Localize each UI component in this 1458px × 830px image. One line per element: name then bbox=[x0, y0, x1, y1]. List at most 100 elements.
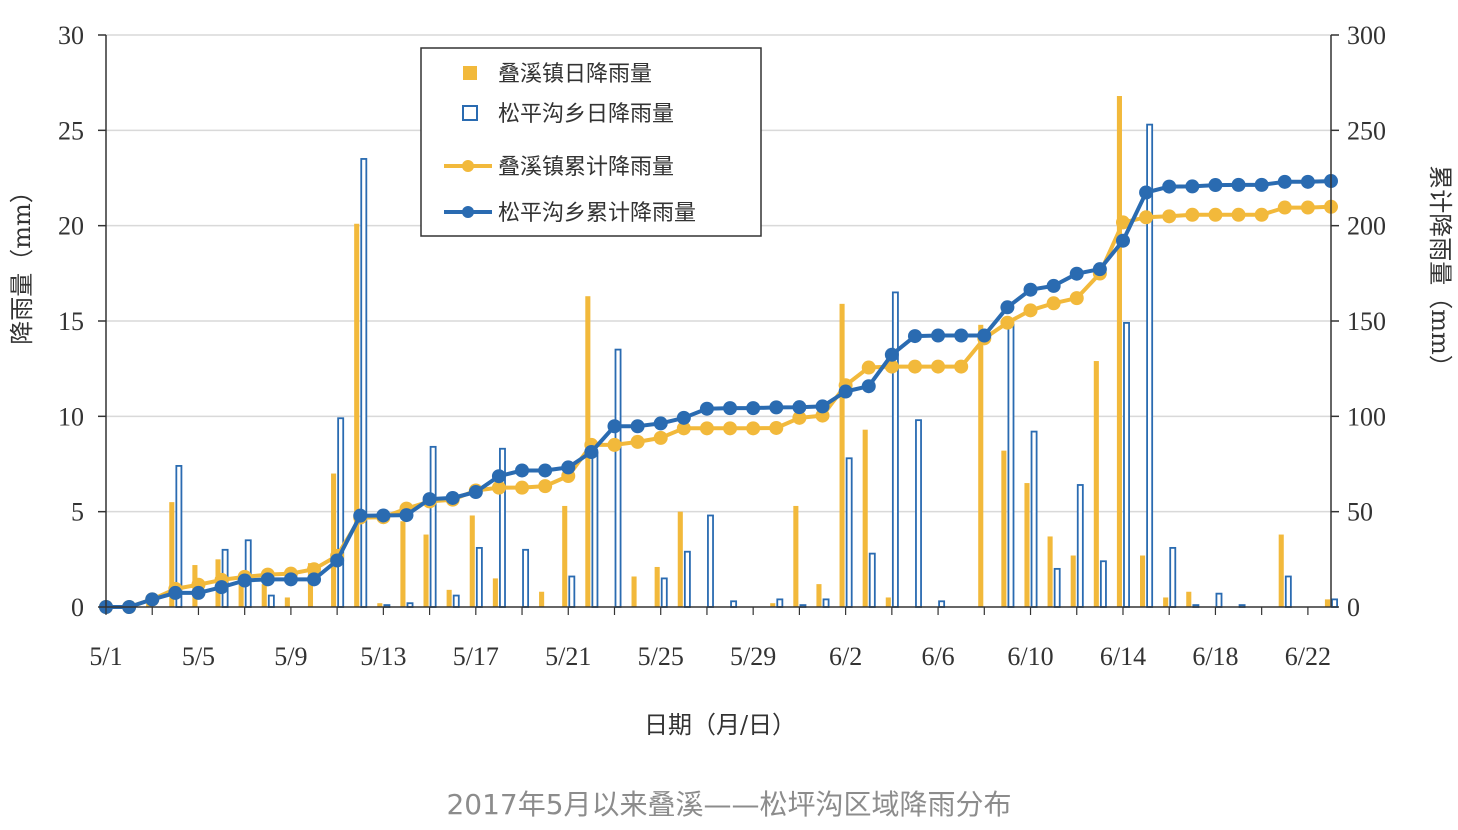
bar-diexi-daily bbox=[469, 515, 475, 607]
y-right-tick-label: 50 bbox=[1347, 498, 1373, 527]
point-songping-cumulative bbox=[907, 329, 922, 344]
y-right-tick-label: 0 bbox=[1347, 593, 1360, 622]
point-songping-cumulative bbox=[168, 585, 183, 600]
bar-diexi-daily bbox=[261, 584, 267, 607]
bar-diexi-daily bbox=[816, 584, 822, 607]
bar-diexi-daily bbox=[1070, 555, 1076, 607]
point-diexi-cumulative bbox=[1069, 291, 1084, 306]
bar-diexi-daily bbox=[562, 505, 568, 607]
bar-songping-daily bbox=[1284, 575, 1292, 608]
point-songping-cumulative bbox=[746, 401, 761, 416]
point-songping-cumulative bbox=[422, 492, 437, 507]
legend-label-songping-bar: 松平沟乡日降雨量 bbox=[498, 102, 674, 127]
bar-songping-daily bbox=[337, 417, 345, 608]
point-songping-cumulative bbox=[330, 553, 345, 568]
bar-diexi-daily bbox=[978, 324, 984, 607]
bar-diexi-daily bbox=[677, 511, 683, 607]
x-tick-label: 6/22 bbox=[1285, 642, 1331, 671]
point-songping-cumulative bbox=[815, 399, 830, 414]
bar-songping-daily bbox=[730, 600, 738, 608]
point-songping-cumulative bbox=[399, 508, 414, 523]
bar-songping-daily bbox=[1076, 484, 1084, 608]
point-songping-cumulative bbox=[1139, 185, 1154, 200]
x-tick-label: 6/10 bbox=[1007, 642, 1053, 671]
bar-diexi-daily bbox=[284, 597, 290, 607]
line-series bbox=[99, 174, 1338, 614]
bar-diexi-daily bbox=[238, 576, 244, 607]
point-diexi-cumulative bbox=[491, 480, 506, 495]
bar-songping-daily bbox=[915, 419, 922, 608]
bar-songping-daily bbox=[683, 550, 691, 608]
point-songping-cumulative bbox=[838, 384, 853, 399]
bar-diexi-daily bbox=[423, 534, 429, 607]
bar-songping-daily bbox=[267, 594, 275, 608]
bar-songping-daily bbox=[591, 451, 599, 608]
bar-songping-daily bbox=[845, 457, 853, 608]
bar-diexi-daily bbox=[793, 505, 799, 607]
y-right-tick-label: 100 bbox=[1347, 402, 1386, 431]
legend-label-diexi-line: 叠溪镇累计降雨量 bbox=[498, 155, 674, 180]
legend-marker-diexi-line bbox=[462, 160, 474, 172]
bar-songping-daily bbox=[522, 548, 530, 608]
point-songping-cumulative bbox=[723, 401, 738, 416]
point-diexi-cumulative bbox=[769, 420, 784, 435]
bar-diexi-daily bbox=[1116, 96, 1122, 607]
point-songping-cumulative bbox=[1023, 282, 1038, 297]
bar-diexi-daily bbox=[1047, 536, 1053, 607]
point-diexi-cumulative bbox=[931, 359, 946, 374]
point-diexi-cumulative bbox=[1139, 210, 1154, 225]
bar-diexi-daily bbox=[492, 578, 498, 607]
bar-diexi-daily bbox=[354, 223, 360, 607]
point-songping-cumulative bbox=[653, 416, 668, 431]
point-diexi-cumulative bbox=[538, 479, 553, 494]
y-left-tick-label: 20 bbox=[58, 212, 84, 241]
bar-songping-daily bbox=[776, 598, 784, 608]
point-songping-cumulative bbox=[307, 572, 322, 587]
bar-songping-daily bbox=[660, 577, 668, 608]
bar-songping-daily bbox=[360, 158, 368, 608]
legend-marker-songping-line bbox=[462, 206, 474, 218]
bar-songping-daily bbox=[452, 594, 460, 608]
point-songping-cumulative bbox=[1185, 179, 1200, 194]
point-songping-cumulative bbox=[376, 508, 391, 523]
bar-songping-daily bbox=[1030, 430, 1038, 608]
bar-songping-daily bbox=[1099, 560, 1107, 608]
point-diexi-cumulative bbox=[1115, 215, 1130, 230]
point-diexi-cumulative bbox=[676, 421, 691, 436]
x-tick-label: 6/14 bbox=[1100, 642, 1146, 671]
point-songping-cumulative bbox=[1208, 178, 1223, 193]
point-songping-cumulative bbox=[1069, 266, 1084, 281]
point-songping-cumulative bbox=[1162, 179, 1177, 194]
point-diexi-cumulative bbox=[1231, 207, 1246, 222]
bar-songping-daily bbox=[707, 514, 714, 608]
x-tick-label: 5/9 bbox=[274, 642, 307, 671]
bar-diexi-daily bbox=[1186, 591, 1192, 607]
point-diexi-cumulative bbox=[1300, 200, 1315, 215]
point-songping-cumulative bbox=[1092, 262, 1107, 277]
bar-diexi-daily bbox=[1001, 450, 1007, 607]
point-diexi-cumulative bbox=[607, 437, 622, 452]
y-left-tick-label: 10 bbox=[58, 402, 84, 431]
legend-swatch-diexi-bar bbox=[463, 66, 477, 80]
point-diexi-cumulative bbox=[746, 421, 761, 436]
bar-diexi-daily bbox=[377, 603, 383, 607]
bar-diexi-daily bbox=[400, 521, 406, 607]
point-diexi-cumulative bbox=[723, 421, 738, 436]
bar-diexi-daily bbox=[1024, 483, 1030, 607]
y-left-tick-label: 0 bbox=[71, 593, 84, 622]
point-songping-cumulative bbox=[445, 490, 460, 505]
point-songping-cumulative bbox=[607, 419, 622, 434]
point-songping-cumulative bbox=[1254, 177, 1269, 192]
bar-songping-daily bbox=[822, 598, 830, 608]
point-songping-cumulative bbox=[468, 485, 483, 500]
y-axis-left-title: 降雨量（mm） bbox=[8, 179, 36, 345]
point-songping-cumulative bbox=[538, 463, 553, 478]
y-right-tick-label: 200 bbox=[1347, 212, 1386, 241]
point-songping-cumulative bbox=[283, 572, 298, 587]
legend-box bbox=[420, 47, 762, 237]
bar-songping-daily bbox=[1331, 598, 1338, 608]
x-axis-title: 日期（月/日） bbox=[644, 711, 796, 739]
point-songping-cumulative bbox=[630, 419, 645, 434]
